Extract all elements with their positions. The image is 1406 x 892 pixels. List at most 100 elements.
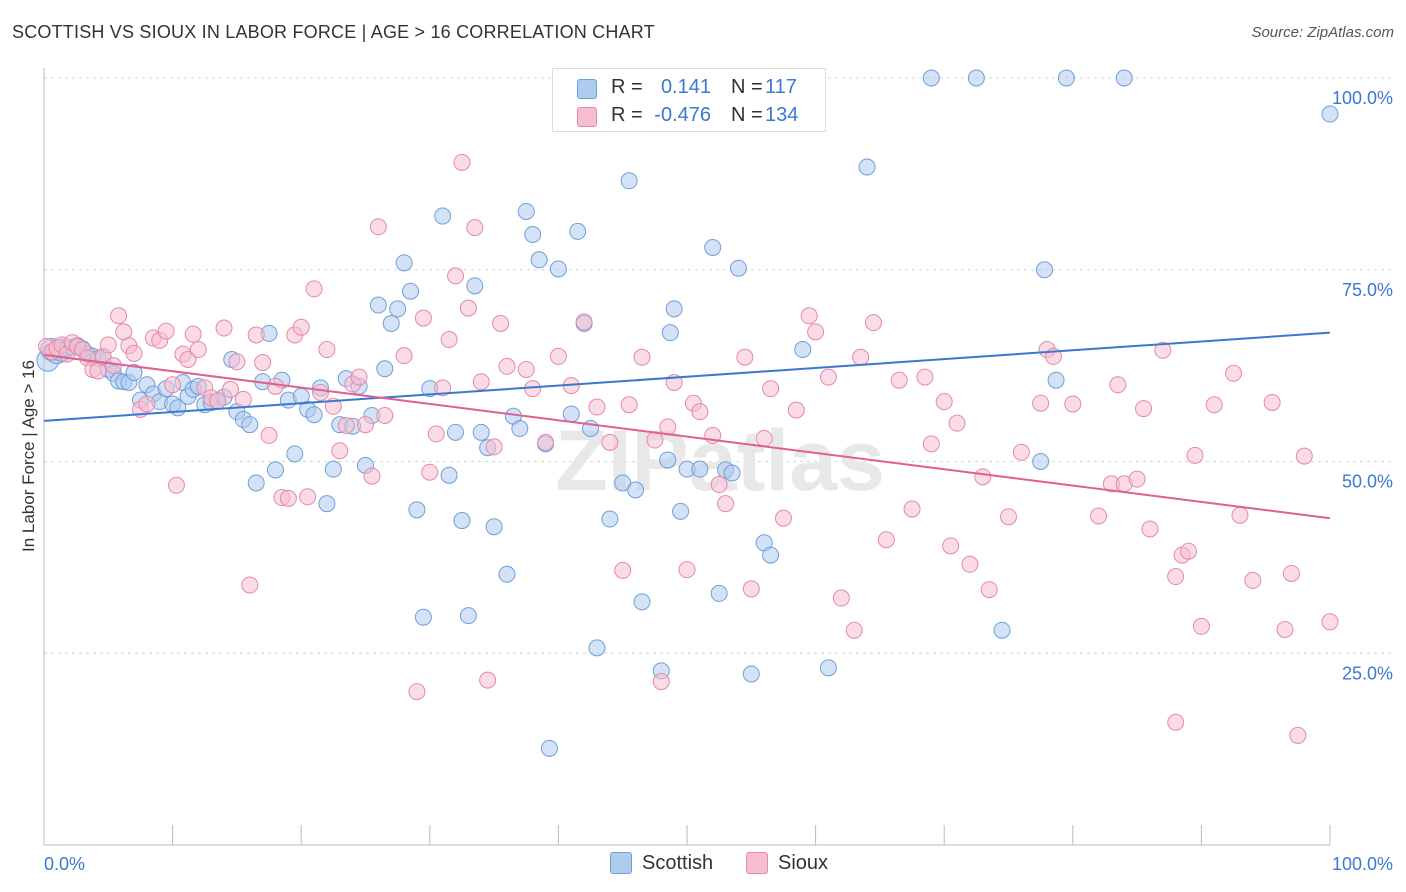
data-point (466, 277, 484, 295)
data-point (1321, 613, 1339, 631)
data-point (800, 307, 818, 325)
trend-lines (43, 331, 1331, 520)
data-point (485, 518, 503, 536)
data-point (479, 671, 497, 689)
data-point (601, 510, 619, 528)
data-point (350, 368, 368, 386)
data-point (331, 442, 349, 460)
data-point (414, 608, 432, 626)
data-point (318, 495, 336, 513)
data-point (447, 423, 465, 441)
data-point (659, 451, 677, 469)
data-point (717, 495, 735, 513)
data-point (228, 353, 246, 371)
data-point (395, 347, 413, 365)
scottish-swatch (577, 79, 597, 99)
data-point (447, 267, 465, 285)
data-point (540, 739, 558, 757)
legend-label: Scottish (642, 852, 714, 874)
data-point (549, 347, 567, 365)
data-point (794, 341, 812, 359)
data-point (942, 537, 960, 555)
data-point (472, 373, 490, 391)
data-point (434, 207, 452, 225)
data-point (1167, 568, 1185, 586)
data-point (1192, 617, 1210, 635)
data-point (260, 426, 278, 444)
data-point (1047, 371, 1065, 389)
data-point (266, 377, 284, 395)
data-point (440, 331, 458, 349)
data-point (993, 621, 1011, 639)
data-point (421, 463, 439, 481)
gridlines (44, 77, 1392, 654)
data-point (157, 322, 175, 340)
data-point (167, 476, 185, 494)
series-sioux (38, 153, 1339, 744)
data-point (254, 354, 272, 372)
data-point (369, 296, 387, 314)
data-point (1186, 446, 1204, 464)
data-point (138, 395, 156, 413)
data-point (1032, 394, 1050, 412)
y-tick-label: 75.0% (1342, 280, 1393, 300)
y-tick-label: 25.0% (1342, 663, 1393, 683)
data-point (408, 501, 426, 519)
data-point (858, 158, 876, 176)
data-point (1109, 376, 1127, 394)
data-point (961, 555, 979, 573)
data-point (292, 318, 310, 336)
source-label: Source: ZipAtlas.com (1251, 24, 1394, 41)
axes (43, 68, 1331, 846)
data-point (661, 324, 679, 342)
data-point (453, 153, 471, 171)
data-point (337, 416, 355, 434)
data-point (755, 429, 773, 447)
data-point (164, 376, 182, 394)
data-point (742, 665, 760, 683)
data-point (633, 348, 651, 366)
data-point (819, 368, 837, 386)
legend-row-scottish: R = 0.141 N = 117 (553, 73, 825, 103)
data-point (305, 406, 323, 424)
data-point (646, 431, 664, 449)
data-point (588, 398, 606, 416)
r-value: -0.476 (654, 104, 711, 126)
data-point (652, 673, 670, 691)
data-point (620, 172, 638, 190)
data-point (1115, 69, 1133, 87)
data-point (627, 481, 645, 499)
data-point (511, 420, 529, 438)
data-point (517, 360, 535, 378)
data-point (453, 512, 471, 530)
data-point (614, 561, 632, 579)
data-point (678, 561, 696, 579)
data-point (980, 581, 998, 599)
data-point (1090, 507, 1108, 525)
data-point (485, 438, 503, 456)
data-point (774, 509, 792, 527)
data-point (922, 435, 940, 453)
r-label: R = (611, 104, 643, 126)
data-point (209, 392, 227, 410)
sioux-legend-swatch (746, 852, 768, 874)
data-point (1321, 105, 1339, 123)
data-point (110, 307, 128, 325)
data-point (729, 259, 747, 277)
data-point (890, 371, 908, 389)
data-point (787, 401, 805, 419)
data-point (691, 460, 709, 478)
data-point (311, 383, 329, 401)
data-point (89, 362, 107, 380)
data-point (832, 589, 850, 607)
data-point (1154, 341, 1172, 359)
data-point (266, 461, 284, 479)
data-point (1263, 393, 1281, 411)
data-point (1000, 508, 1017, 526)
data-point (402, 282, 420, 300)
trend-line-scottish (43, 331, 1331, 422)
r-value: 0.141 (660, 76, 711, 98)
data-point (1064, 395, 1082, 413)
data-point (588, 639, 606, 657)
